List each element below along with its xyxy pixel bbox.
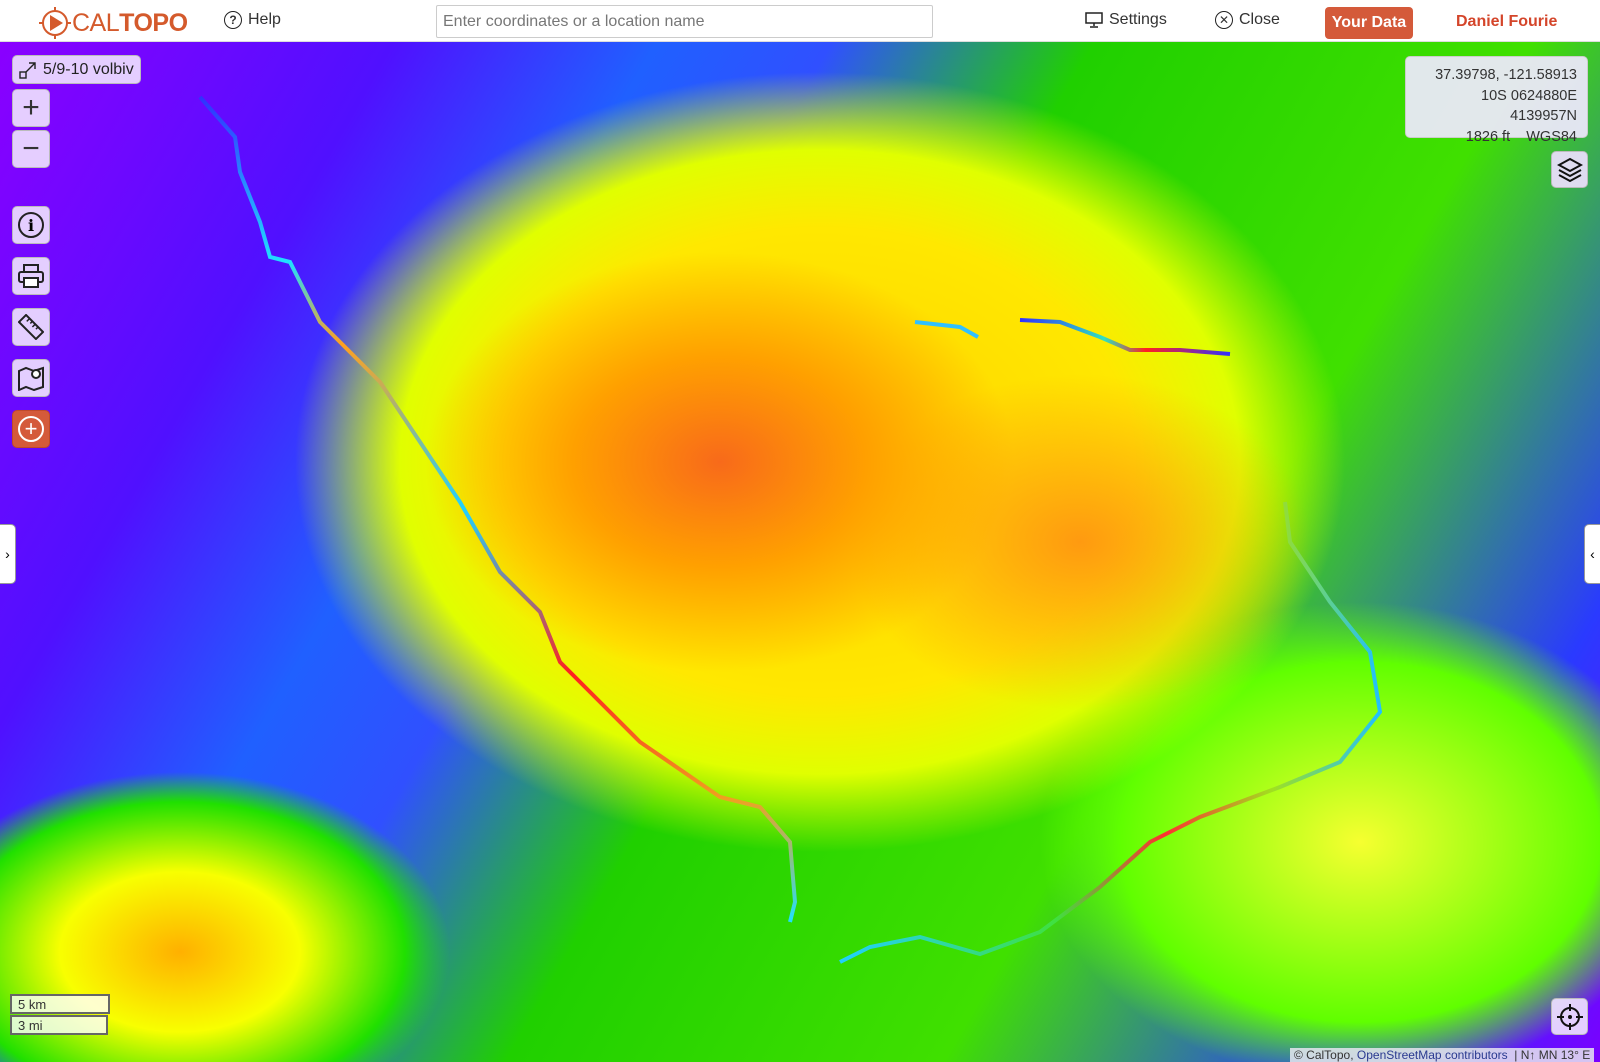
zoom-in-button[interactable]: +	[12, 89, 50, 127]
close-circle-icon: ✕	[1215, 11, 1233, 29]
add-marker-map-button[interactable]	[12, 359, 50, 397]
chevron-right-icon: ›	[5, 546, 10, 562]
help-link[interactable]: ? Help	[224, 11, 281, 29]
datum-readout: WGS84	[1526, 128, 1577, 145]
print-button[interactable]	[12, 257, 50, 295]
scale-bar-mi: 3 mi	[10, 1015, 108, 1035]
track-north-1	[914, 320, 979, 339]
track-overlays	[198, 95, 1383, 964]
chevron-left-icon: ‹	[1590, 546, 1595, 562]
monitor-icon	[1085, 12, 1103, 28]
crosshair-icon	[1556, 1003, 1583, 1030]
info-button[interactable]: i	[12, 206, 50, 244]
locate-me-button[interactable]	[1551, 998, 1588, 1035]
layer-name-button[interactable]: 5/9-10 volbiv	[12, 55, 141, 84]
layer-name-label: 5/9-10 volbiv	[43, 60, 134, 78]
utm-readout: 10S 0624880E 4139957N	[1481, 87, 1577, 125]
search-input[interactable]	[436, 5, 933, 38]
zoom-out-button[interactable]: −	[12, 130, 50, 168]
scale-bar-km: 5 km	[10, 994, 110, 1014]
track-west	[198, 95, 798, 923]
attribution: © CalTopo, OpenStreetMap contributors | …	[1290, 1048, 1595, 1062]
compass-logo-icon	[39, 7, 71, 39]
declination-readout: N↑ MN 13° E	[1520, 1048, 1591, 1062]
minus-icon: −	[22, 132, 40, 165]
ruler-icon	[18, 314, 44, 340]
help-label: Help	[248, 11, 281, 28]
measure-button[interactable]	[12, 308, 50, 346]
coordinate-readout: 37.39798, -121.58913 10S 0624880E 413995…	[1405, 56, 1588, 145]
elevation-readout: 1826 ft	[1465, 128, 1511, 145]
track-south	[839, 501, 1383, 964]
logo-text-topo: TOPO	[119, 8, 188, 37]
caltopo-logo[interactable]: CAL TOPO	[38, 6, 188, 40]
plus-icon: +	[22, 91, 40, 124]
osm-attribution-link[interactable]: OpenStreetMap contributors	[1356, 1048, 1508, 1062]
printer-icon	[18, 264, 44, 288]
track-north-2	[1019, 318, 1231, 356]
close-label: Close	[1239, 11, 1280, 28]
add-object-button[interactable]: +	[12, 410, 50, 448]
close-button[interactable]: ✕ Close	[1215, 11, 1280, 29]
logo-text-cal: CAL	[72, 8, 120, 37]
user-menu[interactable]: Daniel Fourie	[1456, 13, 1558, 30]
left-panel-toggle[interactable]: ›	[0, 524, 16, 584]
right-panel-toggle[interactable]: ‹	[1584, 524, 1600, 584]
latlon-readout: 37.39798, -121.58913	[1435, 67, 1577, 83]
caltopo-attribution: © CalTopo,	[1294, 1048, 1354, 1062]
map-pin-icon	[18, 366, 44, 391]
info-icon: i	[18, 212, 44, 238]
settings-button[interactable]: Settings	[1085, 11, 1167, 29]
layers-button[interactable]	[1551, 151, 1588, 188]
settings-label: Settings	[1109, 11, 1167, 28]
map-canvas[interactable]	[0, 42, 1600, 1062]
expand-icon	[19, 61, 36, 79]
help-icon: ?	[224, 11, 242, 29]
your-data-button[interactable]: Your Data	[1325, 7, 1413, 39]
plus-circle-icon: +	[18, 416, 44, 442]
elevation-datum-readout: 1826 ft WGS84	[1416, 127, 1577, 148]
layers-icon	[1556, 157, 1583, 182]
